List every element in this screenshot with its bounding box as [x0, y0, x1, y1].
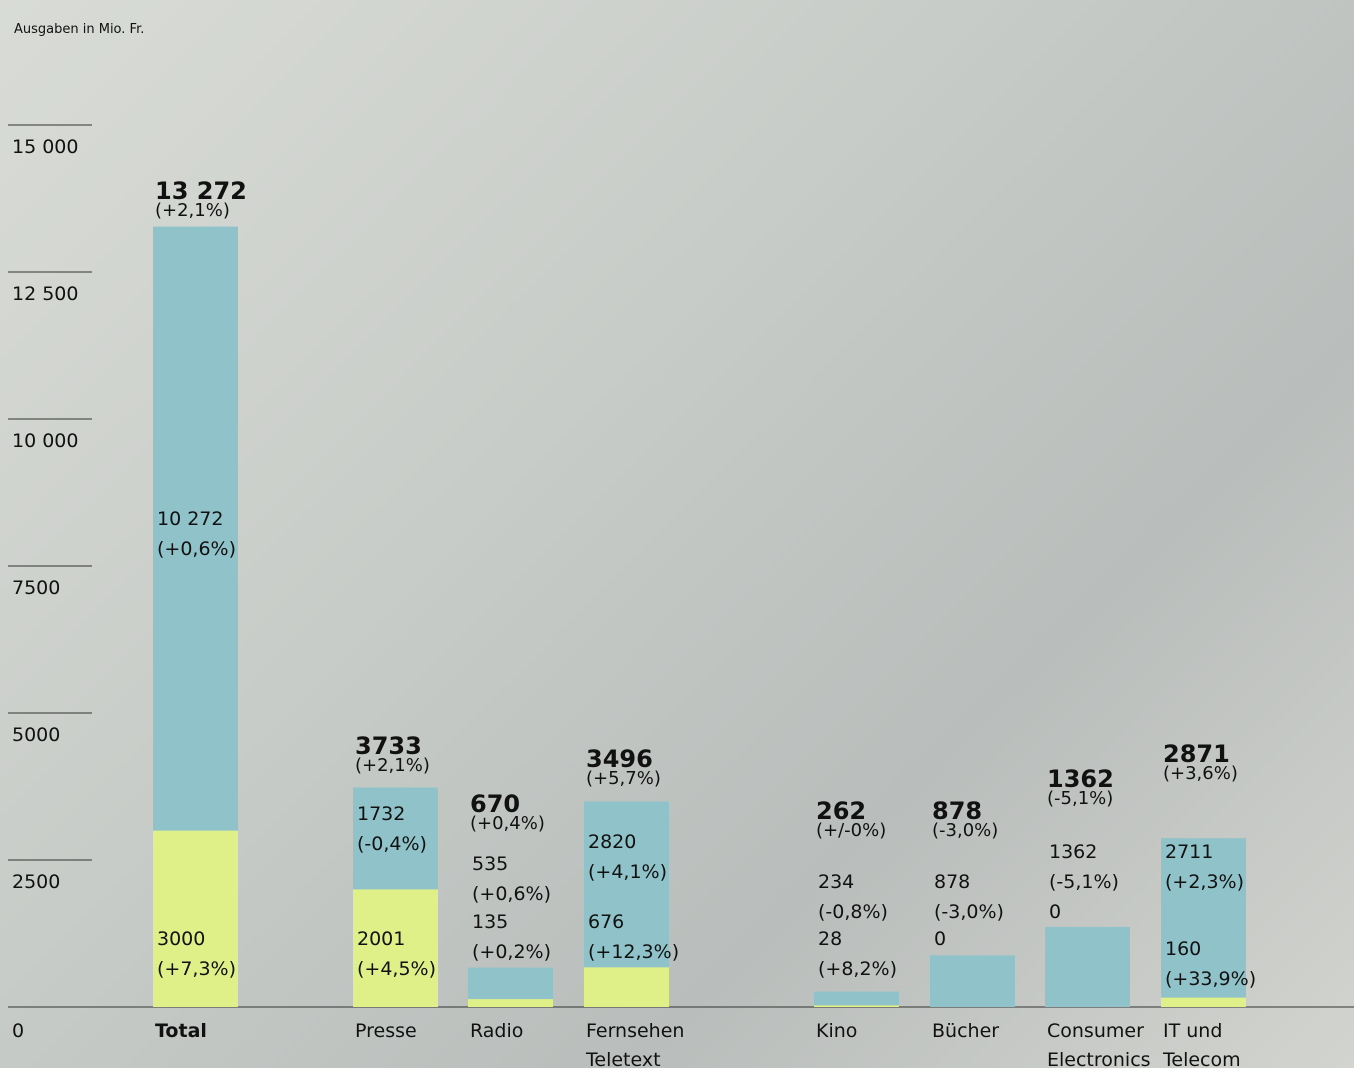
- segment-change-label: (+12,3%): [588, 941, 680, 963]
- segment-value-label: 535: [472, 853, 509, 875]
- segment-change-label: (+0,2%): [472, 941, 552, 963]
- segment-change-label: (+0,6%): [472, 883, 552, 905]
- bar-segment: [353, 787, 438, 890]
- y-tick-label: 15 000: [12, 136, 79, 158]
- y-tick-label: 2500: [12, 871, 61, 893]
- segment-change-label: (+0,6%): [157, 538, 237, 560]
- x-tick-label: Presse: [355, 1020, 417, 1042]
- total-label: 3733: [355, 732, 422, 760]
- segment-value-label: 878: [934, 871, 971, 893]
- segment-value-label: 2001: [357, 928, 406, 950]
- total-label: 670: [470, 790, 521, 818]
- total-label: 1362: [1047, 765, 1114, 793]
- total-label: 878: [932, 797, 983, 825]
- total-label: 262: [816, 797, 867, 825]
- x-tick-label: Bücher: [932, 1020, 1000, 1042]
- bar-segment: [468, 999, 553, 1007]
- x-tick-label: Fernsehen Teletext: [586, 1020, 685, 1068]
- x-tick-label: IT und Telecom: [1163, 1020, 1241, 1068]
- segment-value-label: 234: [818, 871, 855, 893]
- segment-value-label: 0: [1049, 901, 1062, 923]
- segment-change-label: (-5,1%): [1049, 871, 1119, 893]
- segment-value-label: 28: [818, 928, 843, 950]
- segment-change-label: (+4,5%): [357, 958, 437, 980]
- bar-segment: [584, 967, 669, 1007]
- segment-value-label: 135: [472, 911, 509, 933]
- y-tick-label: 0: [12, 1020, 25, 1042]
- bar-segment: [1045, 926, 1130, 1007]
- total-change-label: (+2,1%): [155, 200, 230, 221]
- x-tick-label: Radio: [470, 1020, 524, 1042]
- bar-segment: [814, 991, 899, 1006]
- segment-change-label: (+2,3%): [1165, 871, 1245, 893]
- y-tick-label: 7500: [12, 577, 61, 599]
- bar-segment: [930, 955, 1015, 1007]
- bar-segment: [153, 226, 238, 831]
- total-change-label: (-5,1%): [1047, 788, 1114, 809]
- segment-value-label: 10 272: [157, 508, 224, 530]
- bar-segment: [353, 889, 438, 1007]
- total-change-label: (+0,4%): [470, 813, 545, 834]
- segment-value-label: 3000: [157, 928, 206, 950]
- total-change-label: (+/-0%): [816, 820, 887, 841]
- bar-segment: [468, 967, 553, 1000]
- segment-change-label: (+8,2%): [818, 958, 898, 980]
- bar-segment: [1161, 838, 1246, 998]
- total-change-label: (+3,6%): [1163, 763, 1238, 784]
- total-label: 13 272: [155, 177, 247, 205]
- segment-change-label: (-0,4%): [357, 833, 427, 855]
- y-tick-label: 12 500: [12, 283, 79, 305]
- total-label: 2871: [1163, 740, 1230, 768]
- bar-segment: [153, 830, 238, 1007]
- bar-segment: [1161, 997, 1246, 1007]
- segment-value-label: 2820: [588, 831, 637, 853]
- y-axis-label: Ausgaben in Mio. Fr.: [14, 22, 145, 37]
- segment-value-label: 2711: [1165, 841, 1214, 863]
- y-tick-label: 10 000: [12, 430, 79, 452]
- segment-change-label: (-3,0%): [934, 901, 1004, 923]
- total-change-label: (+2,1%): [355, 755, 430, 776]
- segment-change-label: (+33,9%): [1165, 968, 1257, 990]
- segment-value-label: 676: [588, 911, 625, 933]
- y-tick-label: 5000: [12, 724, 61, 746]
- x-tick-label: Consumer Electronics: [1047, 1020, 1151, 1068]
- x-tick-label: Kino: [816, 1020, 858, 1042]
- segment-change-label: (+4,1%): [588, 861, 668, 883]
- bar-segment: [584, 801, 669, 968]
- segment-value-label: 1732: [357, 803, 406, 825]
- segment-value-label: 0: [934, 928, 947, 950]
- segment-change-label: (-0,8%): [818, 901, 888, 923]
- segment-value-label: 1362: [1049, 841, 1098, 863]
- x-tick-label: Total: [155, 1020, 207, 1042]
- segment-value-label: 160: [1165, 938, 1202, 960]
- total-change-label: (+5,7%): [586, 768, 661, 789]
- total-label: 3496: [586, 745, 653, 773]
- total-change-label: (-3,0%): [932, 820, 999, 841]
- segment-change-label: (+7,3%): [157, 958, 237, 980]
- bar-segment: [814, 1005, 899, 1007]
